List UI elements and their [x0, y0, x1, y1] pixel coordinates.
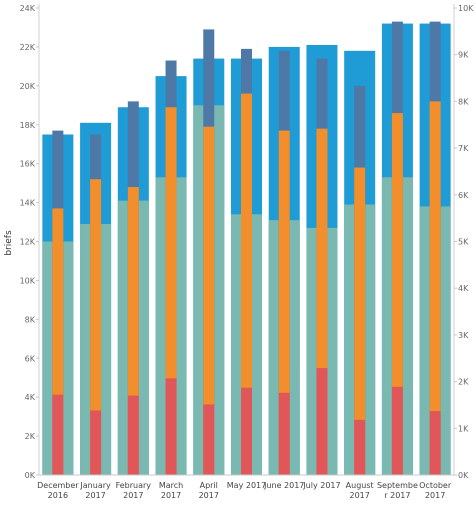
- left-tick-label: 14K: [20, 199, 36, 208]
- category-label: May 2017: [227, 481, 266, 490]
- category-label: 2016: [48, 491, 68, 500]
- right-tick-label: 5K: [458, 238, 469, 247]
- narrow-bar-red: [52, 394, 64, 475]
- narrow-bar-red: [391, 386, 403, 475]
- narrow-bar-orange: [429, 101, 441, 476]
- narrow-bar-red: [127, 395, 139, 475]
- left-tick-label: 22K: [20, 43, 36, 52]
- right-tick-label: 10K: [458, 4, 474, 13]
- category-label: October: [419, 481, 452, 490]
- right-tick-label: 0K: [458, 471, 469, 480]
- left-tick-label: 18K: [20, 121, 36, 130]
- left-tick-label: 2K: [25, 432, 36, 441]
- left-tick-label: 0K: [25, 471, 36, 480]
- category-label: June 2017: [263, 481, 304, 490]
- right-tick-label: 3K: [458, 331, 469, 340]
- narrow-bar-orange: [203, 126, 215, 475]
- category-label: March: [159, 481, 183, 490]
- narrow-bar-orange: [127, 187, 139, 475]
- category-label: 2017: [425, 491, 445, 500]
- narrow-bar-red: [429, 411, 441, 475]
- narrow-bar-orange: [278, 130, 290, 475]
- category-label: 2017: [85, 491, 105, 500]
- narrow-bar-red: [165, 378, 177, 475]
- left-tick-label: 4K: [25, 393, 36, 402]
- category-label: Septembe: [377, 481, 418, 490]
- category-label: January: [79, 481, 111, 490]
- left-tick-label: 20K: [20, 82, 36, 91]
- category-label: r 2017: [384, 491, 410, 500]
- category-label: 2017: [199, 491, 219, 500]
- right-tick-label: 9K: [458, 51, 469, 60]
- category-label: December: [37, 481, 79, 490]
- left-tick-label: 24K: [20, 4, 36, 13]
- narrow-bar-orange: [165, 107, 177, 476]
- narrow-bar-red: [90, 410, 102, 475]
- narrow-bar-orange: [391, 113, 403, 475]
- narrow-bar-red: [278, 392, 290, 475]
- category-label: 2017: [123, 491, 143, 500]
- left-tick-label: 12K: [20, 238, 36, 247]
- category-label: 2017: [350, 491, 370, 500]
- left-tick-label: 10K: [20, 276, 36, 285]
- narrow-bar-red: [203, 404, 215, 475]
- right-tick-label: 1K: [458, 424, 469, 433]
- left-tick-label: 6K: [25, 354, 36, 363]
- narrow-bar-orange: [90, 179, 102, 475]
- narrow-bar-orange: [52, 208, 64, 475]
- right-tick-label: 7K: [458, 144, 469, 153]
- category-label: July 2017: [302, 481, 340, 490]
- category-label: April: [200, 481, 218, 490]
- narrow-bar-orange: [316, 128, 328, 475]
- left-tick-label: 16K: [20, 160, 36, 169]
- narrow-bar-red: [241, 387, 252, 475]
- category-label: February: [116, 481, 152, 490]
- y-axis-title: briefs: [4, 230, 14, 256]
- narrow-bar-orange: [354, 167, 366, 475]
- category-label: 2017: [161, 491, 181, 500]
- narrow-bar-red: [316, 368, 328, 475]
- category-label: August: [346, 481, 374, 490]
- right-tick-label: 6K: [458, 191, 469, 200]
- right-tick-label: 8K: [458, 97, 469, 106]
- right-tick-label: 4K: [458, 284, 469, 293]
- left-tick-label: 8K: [25, 315, 36, 324]
- narrow-bar-red: [354, 419, 366, 475]
- narrow-bar-orange: [241, 93, 252, 475]
- right-tick-label: 2K: [458, 378, 469, 387]
